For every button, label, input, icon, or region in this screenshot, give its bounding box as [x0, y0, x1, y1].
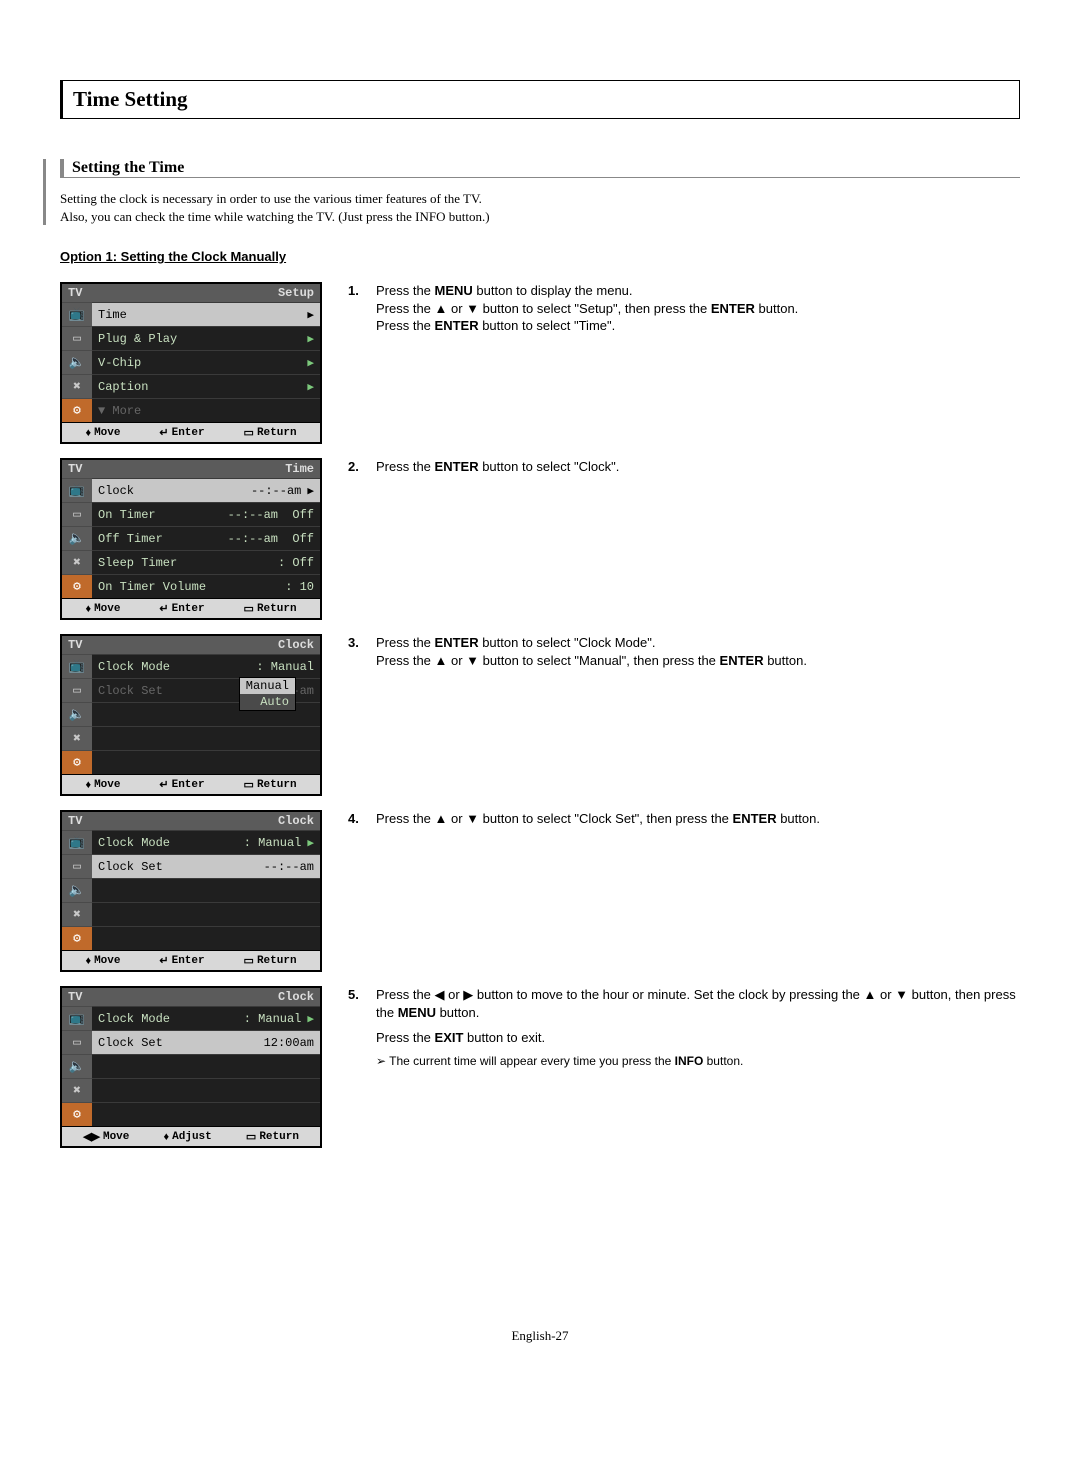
- intro-line-1: Setting the clock is necessary in order …: [60, 190, 1020, 208]
- step-2: 2. Press the ENTER button to select "Clo…: [348, 458, 1020, 620]
- step-num: 4.: [348, 810, 366, 828]
- step-text: Press the MENU button to display the men…: [376, 282, 798, 335]
- osd-setup: TVSetup📺▭🔈✖⚙Time▶Plug & Play▶V-Chip▶Capt…: [60, 282, 322, 444]
- row-1: TVSetup📺▭🔈✖⚙Time▶Plug & Play▶V-Chip▶Capt…: [60, 282, 1020, 444]
- step-num: 1.: [348, 282, 366, 335]
- row-2: TVTime📺▭🔈✖⚙Clock--:--am▶On Timer--:--am …: [60, 458, 1020, 620]
- step-3: 3. Press the ENTER button to select "Clo…: [348, 634, 1020, 796]
- step-text: Press the ENTER button to select "Clock"…: [376, 458, 619, 476]
- row-5: TVClock📺▭🔈✖⚙Clock Mode: Manual▶Clock Set…: [60, 986, 1020, 1148]
- page-title: Time Setting: [73, 87, 1009, 112]
- osd-clock-set-value: TVClock📺▭🔈✖⚙Clock Mode: Manual▶Clock Set…: [60, 986, 322, 1148]
- step-num: 3.: [348, 634, 366, 669]
- step-num: 5.: [348, 986, 366, 1021]
- osd-time: TVTime📺▭🔈✖⚙Clock--:--am▶On Timer--:--am …: [60, 458, 322, 620]
- step-note: The current time will appear every time …: [376, 1053, 1020, 1069]
- section: Setting the Time Setting the clock is ne…: [43, 159, 1020, 225]
- step-num: 2.: [348, 458, 366, 476]
- subheading: Setting the Time: [60, 159, 1020, 178]
- row-4: TVClock📺▭🔈✖⚙Clock Mode: Manual▶Clock Set…: [60, 810, 1020, 972]
- osd-clock-dropdown: TVClock📺▭🔈✖⚙Clock Mode: ManualManualAuto…: [60, 634, 322, 796]
- page-title-box: Time Setting: [60, 80, 1020, 119]
- step-text: Press the ▲ or ▼ button to select "Clock…: [376, 810, 820, 828]
- option-title: Option 1: Setting the Clock Manually: [60, 249, 1020, 264]
- row-3: TVClock📺▭🔈✖⚙Clock Mode: ManualManualAuto…: [60, 634, 1020, 796]
- step-text: Press the ENTER button to select "Clock …: [376, 634, 807, 669]
- step-5: 5. Press the ◀ or ▶ button to move to th…: [348, 986, 1020, 1148]
- intro-line-2: Also, you can check the time while watch…: [60, 208, 1020, 226]
- step-1: 1. Press the MENU button to display the …: [348, 282, 1020, 444]
- step-extra: Press the EXIT button to exit.: [376, 1029, 1020, 1047]
- step-text: Press the ◀ or ▶ button to move to the h…: [376, 986, 1020, 1021]
- step-4: 4. Press the ▲ or ▼ button to select "Cl…: [348, 810, 1020, 972]
- page-number: English-27: [60, 1328, 1020, 1344]
- osd-clock-set: TVClock📺▭🔈✖⚙Clock Mode: Manual▶Clock Set…: [60, 810, 322, 972]
